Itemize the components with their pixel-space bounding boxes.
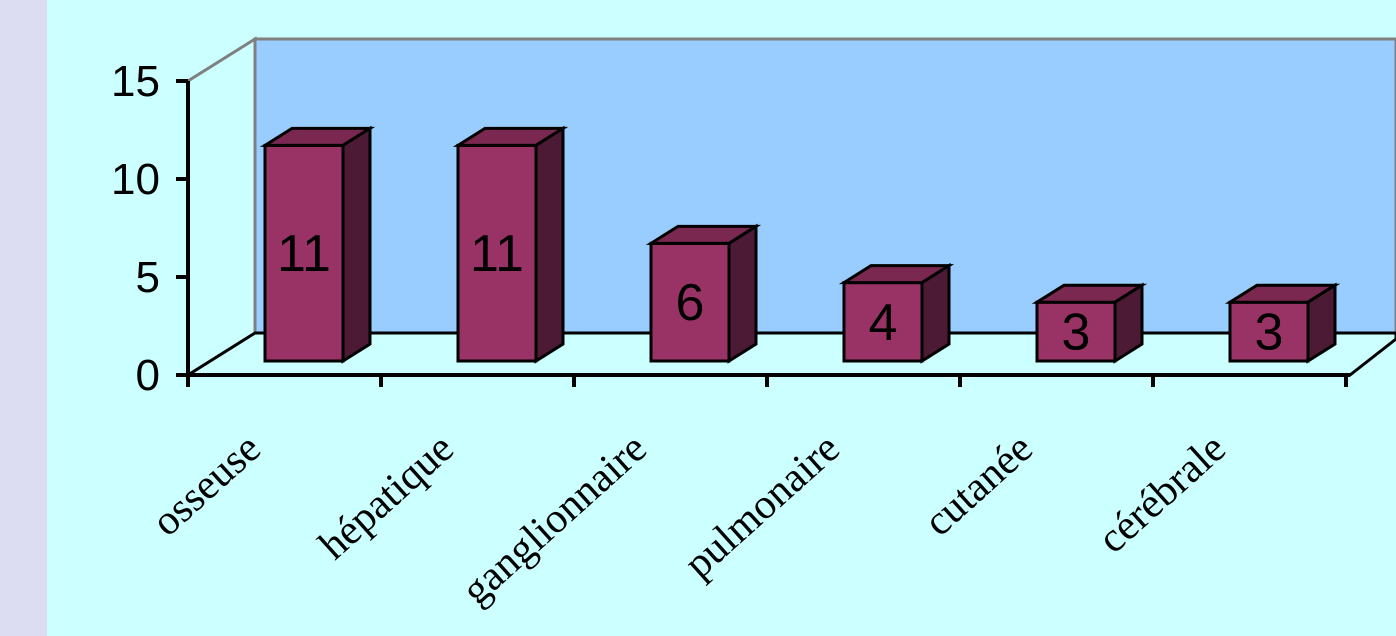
bar: 3 [1031, 282, 1148, 364]
category-label: cérébrale [1090, 425, 1235, 562]
bar-side-face [1113, 282, 1144, 364]
bar: 3 [1224, 282, 1341, 364]
side-wall [186, 36, 257, 378]
category-label: pulmonaire [676, 425, 849, 587]
bars: 11 11 6 4 3 3 [259, 125, 1341, 364]
back-wall [253, 37, 1396, 335]
bar-data-label: 11 [470, 225, 524, 283]
y-tick-label: 0 [136, 351, 160, 400]
bar-front-face [649, 241, 731, 363]
bar-data-label: 4 [869, 294, 898, 352]
y-tick-label: 10 [111, 155, 160, 204]
y-tick-label: 15 [111, 57, 160, 106]
bar: 11 [259, 125, 376, 364]
category-label: hépatique [311, 425, 463, 568]
y-tick-label: 5 [136, 253, 160, 302]
bar-data-label: 11 [277, 225, 331, 283]
bar-side-face [727, 223, 758, 364]
bar: 6 [645, 223, 762, 364]
category-label: ganglionnaire [453, 425, 655, 614]
bar: 4 [838, 262, 955, 364]
bar-data-label: 3 [1062, 304, 1091, 362]
bar-side-face [1306, 282, 1337, 364]
bar-data-label: 6 [676, 274, 705, 332]
bar-front-face [1035, 300, 1117, 363]
x-axis-ticks [186, 375, 1348, 387]
category-label: cutanée [916, 425, 1042, 545]
bar-data-label: 3 [1255, 304, 1284, 362]
left-decorative-strip [0, 0, 47, 636]
bar-side-face [341, 125, 372, 364]
bar-side-face [534, 125, 565, 364]
bar: 11 [452, 125, 569, 364]
y-axis-ticks: 0 5 10 15 [111, 57, 188, 400]
bar-front-face [456, 143, 538, 363]
bar-side-face [920, 262, 951, 364]
category-label: osseuse [144, 425, 270, 545]
